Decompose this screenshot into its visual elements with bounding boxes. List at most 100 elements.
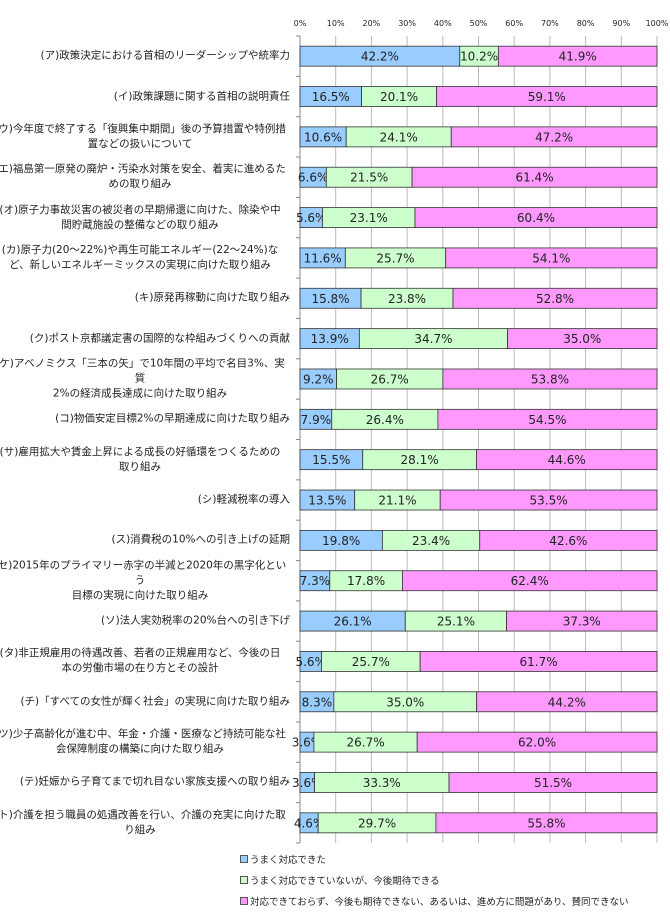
data-label: 13.9% [311, 332, 349, 346]
data-label: 35.0% [563, 332, 601, 346]
bar-segment [448, 772, 658, 793]
data-label: 42.6% [549, 534, 587, 548]
data-label: 26.7% [371, 372, 409, 386]
data-label: 34.7% [414, 332, 452, 346]
data-label: 4.6% [294, 816, 325, 830]
data-label: 7.3% [300, 574, 331, 588]
x-tick-label: 30% [398, 19, 416, 28]
data-label: 10.2% [460, 50, 498, 64]
category-label: (カ)原子力(20～22%)や再生可能エネルギー(22～24%)な ど、新しいエ… [1, 243, 279, 271]
legend-item: うまく対応できた [240, 852, 326, 866]
category-label: (ス)消費税の10%への引き上げの延期 [111, 533, 290, 546]
legend-item: うまく対応できていないが、今後期待できる [240, 873, 440, 887]
legend-item: 対応できておらず、今後も期待できない、あるいは、進め方に問題があり、賛同できない [240, 894, 628, 908]
data-label: 5.6% [296, 211, 327, 225]
bar-segment [439, 489, 658, 511]
data-label: 62.4% [511, 574, 549, 588]
category-label: (ト)介護を担う職員の処遇改善を行い、介護の充実に向けた取 り組み [0, 808, 286, 836]
bar-segment [416, 731, 658, 753]
bar-segment [476, 691, 658, 713]
category-label: (シ)軽減税率の導入 [197, 493, 290, 506]
bar-segment [476, 449, 658, 471]
bar-segment [411, 166, 658, 188]
x-tick-label: 90% [612, 19, 630, 28]
bar-segment [402, 570, 658, 592]
category-label: (ク)ポスト京都議定書の国際的な枠組みづくりへの貢献 [29, 332, 290, 345]
x-tick-label: 10% [327, 19, 345, 28]
data-label: 23.4% [412, 534, 450, 548]
data-label: 53.8% [531, 372, 569, 386]
bar-segment [497, 45, 658, 67]
data-label: 26.1% [334, 615, 372, 629]
data-label: 25.1% [437, 615, 475, 629]
data-label: 21.5% [350, 171, 388, 185]
legend-swatch [240, 897, 248, 905]
data-label: 51.5% [534, 776, 572, 790]
data-label: 11.6% [304, 251, 342, 265]
data-label: 44.2% [548, 695, 586, 709]
data-label: 29.7% [358, 816, 396, 830]
data-label: 41.9% [559, 50, 597, 64]
data-label: 26.4% [366, 413, 404, 427]
data-label: 17.8% [347, 574, 385, 588]
bar-segment [445, 247, 658, 269]
bar-segment [506, 610, 658, 632]
x-tick-label: 0% [294, 19, 307, 28]
data-label: 52.8% [536, 292, 574, 306]
category-label: (オ)原子力事故災害の被災者の早期帰還に向けた、除染や中 間貯蔵施設の整備などの… [0, 203, 281, 231]
bar-segment [419, 651, 658, 672]
data-label: 61.4% [515, 171, 553, 185]
category-label: (チ)「すべての女性が輝く社会」の実現に向けた取り組み [20, 695, 290, 708]
category-label: (ケ)アベノミクス「三本の矢」で10年間の平均で名目3%、実質 2%の経済成長達… [0, 357, 285, 400]
data-label: 15.5% [312, 453, 350, 467]
category-label: (ソ)法人実効税率の20%台への引き下げ [100, 614, 290, 627]
data-label: 35.0% [386, 695, 424, 709]
data-label: 54.5% [528, 413, 566, 427]
bar-segment [450, 126, 658, 148]
category-label: (キ)原発再稼動に向けた取り組み [134, 291, 290, 304]
x-tick-label: 50% [470, 19, 488, 28]
data-label: 21.1% [378, 494, 416, 508]
data-label: 28.1% [401, 453, 439, 467]
legend-label: うまく対応できていないが、今後期待できる [250, 876, 440, 887]
data-label: 59.1% [528, 90, 566, 104]
data-label: 8.3% [302, 695, 333, 709]
bar-segment [479, 529, 658, 551]
category-label: (ウ)今年度で終了する「復興集中期間」後の予算措置や特例措 置などの扱いについて [0, 122, 286, 150]
data-label: 62.0% [518, 736, 556, 750]
x-tick-label: 100% [646, 19, 669, 28]
x-tick-label: 70% [541, 19, 559, 28]
category-label: (ツ)少子高齢化が進む中、年金・介護・医療など持続可能な社 会保障制度の構築に向… [0, 728, 286, 756]
category-label: (エ)福島第一原発の廃炉・汚染水対策を安全、着実に進めるた めの取り組み [0, 163, 286, 191]
legend-swatch [240, 876, 248, 884]
category-label: (イ)政策課題に関する首相の説明責任 [113, 90, 290, 103]
data-label: 60.4% [517, 211, 555, 225]
data-label: 54.1% [532, 251, 570, 265]
x-tick-label: 20% [363, 19, 381, 28]
category-label: (タ)非正規雇用の待遇改善、若者の正規雇用など、今後の日 本の労働市場の在り方と… [0, 647, 281, 675]
data-label: 9.2% [303, 372, 334, 386]
x-tick-label: 80% [577, 19, 595, 28]
bar-segment [452, 287, 658, 309]
data-label: 19.8% [322, 534, 360, 548]
category-label: (テ)妊娠から子育てまで切れ目ない家族支援への取り組み [19, 775, 290, 788]
category-label: (ア)政策決定における首相のリーダーシップや統率力 [40, 49, 290, 62]
data-label: 47.2% [535, 130, 573, 144]
data-label: 42.2% [361, 50, 399, 64]
data-label: 15.8% [311, 292, 349, 306]
data-label: 53.5% [530, 494, 568, 508]
legend-label: 対応できておらず、今後も期待できない、あるいは、進め方に問題があり、賛同できない [250, 897, 629, 908]
bar-segment [414, 207, 658, 228]
bar-segment [507, 328, 658, 350]
bar-segment [436, 86, 658, 107]
data-label: 25.7% [352, 655, 390, 669]
data-label: 7.9% [301, 413, 332, 427]
bar-segment [442, 368, 658, 390]
legend-label: うまく対応できた [250, 855, 327, 866]
bar-segment [435, 812, 658, 834]
data-label: 24.1% [380, 130, 418, 144]
data-label: 20.1% [380, 90, 418, 104]
data-label: 10.6% [304, 130, 342, 144]
